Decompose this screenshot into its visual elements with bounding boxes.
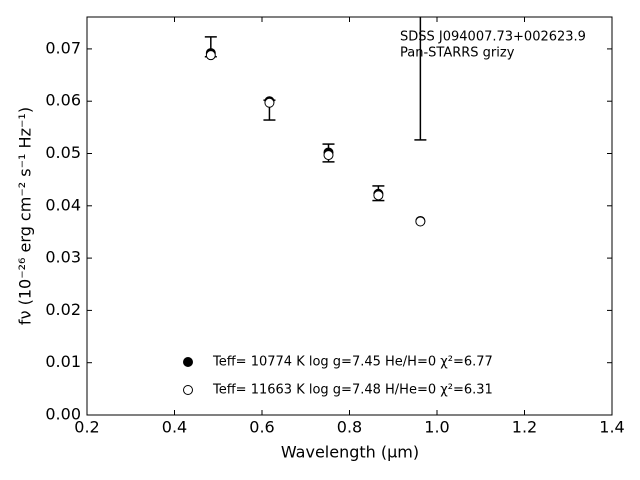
x-tick-label: 0.4: [162, 418, 187, 437]
x-axis-label: Wavelength (μm): [281, 443, 419, 462]
legend-marker: [183, 357, 193, 367]
y-tick-label: 0.03: [45, 248, 81, 267]
annotation: SDSS J094007.73+002623.9: [400, 30, 586, 45]
point: [373, 190, 384, 201]
y-tick-label: 0.01: [45, 352, 81, 371]
y-tick-label: 0.07: [45, 38, 81, 57]
annotation: Pan-STARRS grizy: [400, 46, 515, 61]
x-tick-label: 0.2: [74, 418, 99, 437]
y-tick-label: 0.02: [45, 300, 81, 319]
x-tick-label: 1.0: [424, 418, 449, 437]
y-tick-label: 0.04: [45, 195, 81, 214]
legend-label: Teff= 10774 K log g=7.45 He/H=0 χ²=6.77: [212, 355, 493, 370]
y-tick-label: 0.06: [45, 91, 81, 110]
x-tick-label: 0.6: [249, 418, 274, 437]
error-bar: [414, 17, 427, 141]
x-tick-label: 0.8: [337, 418, 362, 437]
plot-area: [204, 17, 427, 227]
legend-marker: [183, 385, 193, 395]
y-tick-label: 0.00: [45, 405, 81, 424]
point: [415, 216, 426, 227]
point: [323, 150, 334, 161]
legend-label: Teff= 11663 K log g=7.48 H/He=0 χ²=6.31: [212, 383, 493, 398]
point: [205, 50, 216, 61]
x-tick-label: 1.4: [599, 418, 624, 437]
y-axis-label: fν (10⁻²⁶ erg cm⁻² s⁻¹ Hz⁻¹): [16, 107, 35, 325]
x-tick-label: 1.2: [512, 418, 537, 437]
point: [264, 97, 275, 108]
y-tick-label: 0.05: [45, 143, 81, 162]
